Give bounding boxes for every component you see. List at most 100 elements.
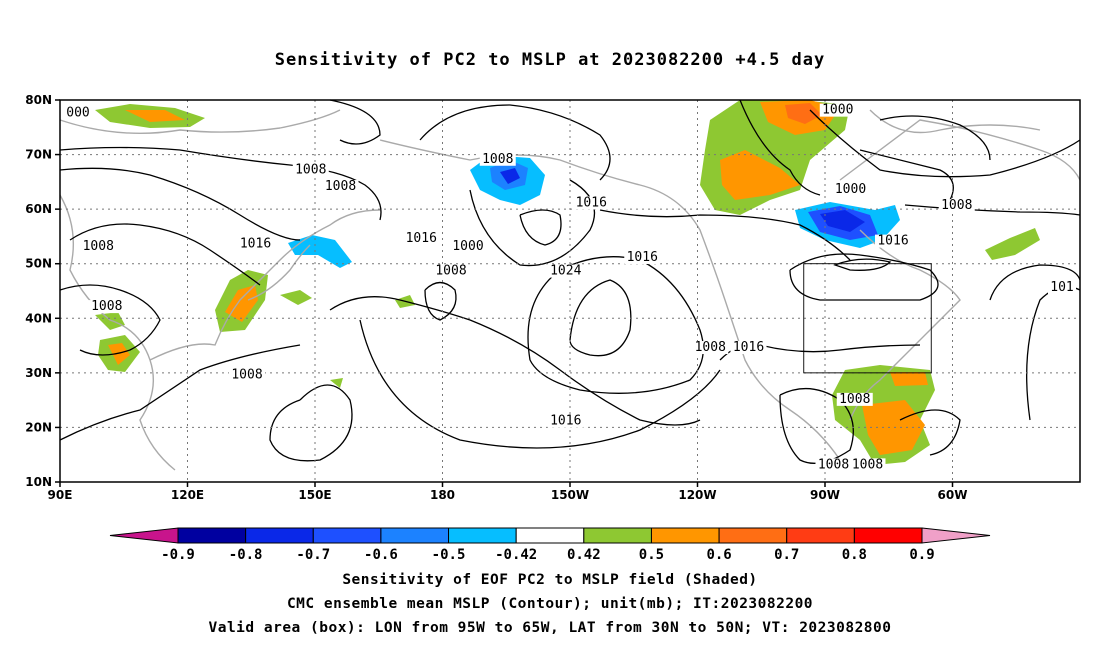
contour-label: 1008 [852,457,883,472]
contour-label: 1016 [240,236,271,251]
positive-patch [108,343,130,365]
negative-patch [500,168,520,184]
contour-label: 1008 [435,264,466,279]
colorbar-swatch [380,527,450,544]
colorbar-label: -0.8 [229,547,263,563]
lon-tick-label: 120W [678,488,716,502]
contour-label: 1024 [550,264,581,279]
colorbar-swatch [448,527,517,544]
colorbar-label: -0.6 [364,547,398,563]
contour-line [519,209,562,246]
colorbar-low-arrow [109,527,179,544]
positive-patch [125,110,185,122]
contour-label-halo [815,458,852,472]
contour-label: 1008 [325,179,356,194]
contour-label: 1008 [482,152,513,167]
contour-label: 1008 [231,367,262,382]
colorbar-label: -0.7 [296,547,330,563]
lon-tick-label: 120E [171,488,204,502]
lon-tick-label: 180 [430,488,455,502]
lat-tick-label: 20N [25,420,52,434]
colorbar-label: -0.9 [161,547,195,563]
contour-line [69,223,261,286]
positive-patch [890,372,928,386]
colorbar-swatch [583,527,652,544]
lon-tick-label: 60W [938,488,968,502]
contour-label-halo [875,234,911,248]
contour-label-halo [237,237,274,251]
negative-patch [820,210,865,232]
lat-tick-label: 10N [25,475,52,489]
contour-line [59,167,301,241]
contour-line [59,344,301,441]
contour-label: 1008 [695,340,726,355]
lat-tick-label: 40N [25,311,52,325]
contour-line [599,209,851,261]
colorbar-swatch [718,527,788,544]
colorbar-label: 0.9 [909,547,934,563]
colorbar-swatch [515,527,585,544]
contour-line [424,281,457,321]
coastline [247,244,311,301]
contour-label-halo [64,106,92,120]
contour-label: 1008 [83,239,114,254]
contour-label: 1016 [733,340,764,355]
lat-tick-label: 70N [25,148,52,162]
colorbar-label: 0.42 [567,547,601,563]
valid-box-rect [803,263,932,374]
contour-label: 1016 [627,250,658,265]
contour-label-halo [80,240,117,254]
contour-label-halo [403,231,440,245]
contour-label-halo [849,458,886,472]
contour-label: 1016 [406,231,437,246]
contour-label: 1008 [295,163,326,178]
contour-label-halo [573,196,610,210]
coastline [869,109,1041,134]
contour-label-halo [692,341,729,355]
contour-label: 1000 [822,103,853,118]
contour-line [269,384,353,462]
contour-label: 1008 [839,392,870,407]
positive-patch [720,150,800,200]
colorbar-label: 0.5 [639,547,664,563]
coastline [849,229,961,421]
contour-label-halo [832,182,869,196]
contour-label-halo [433,264,469,278]
contour-line [569,279,632,357]
contour-line [59,284,161,356]
colorbar-swatch [853,527,923,544]
colorbar-swatch [312,527,382,544]
contour-label-halo [819,103,856,117]
positive-patch [330,378,343,388]
contour-line [419,104,611,181]
contour-label: 1016 [576,195,607,210]
coastline [59,194,176,471]
contour-label: 1008 [818,457,849,472]
caption-line-2: CMC ensemble mean MSLP (Contour); unit(m… [286,596,814,612]
contour-line [779,387,854,464]
contour-line [899,409,961,456]
valid-area-box [803,263,932,374]
contour-label-halo [547,264,584,278]
colorbar-label: -0.5 [432,547,466,563]
lon-tick-label: 150W [551,488,589,502]
contour-label-halo [938,199,975,213]
contour-label-halo [450,240,486,254]
contour-label: 1000 [835,182,866,197]
contour-line [989,264,1081,301]
contour-line [329,296,701,426]
contour-line [359,319,721,449]
lat-tick-label: 50N [25,257,52,271]
caption-line-3: Valid area (box): LON from 95W to 65W, L… [208,620,892,636]
contour-line [739,99,821,196]
mslp-contours [59,99,1081,464]
contour-label-halo [292,163,329,177]
lon-tick-label: 90E [48,488,73,502]
colorbar-label: -0.42 [495,547,537,563]
positive-patch [785,103,822,124]
negative-patch [288,235,352,268]
contour-line [789,253,939,301]
